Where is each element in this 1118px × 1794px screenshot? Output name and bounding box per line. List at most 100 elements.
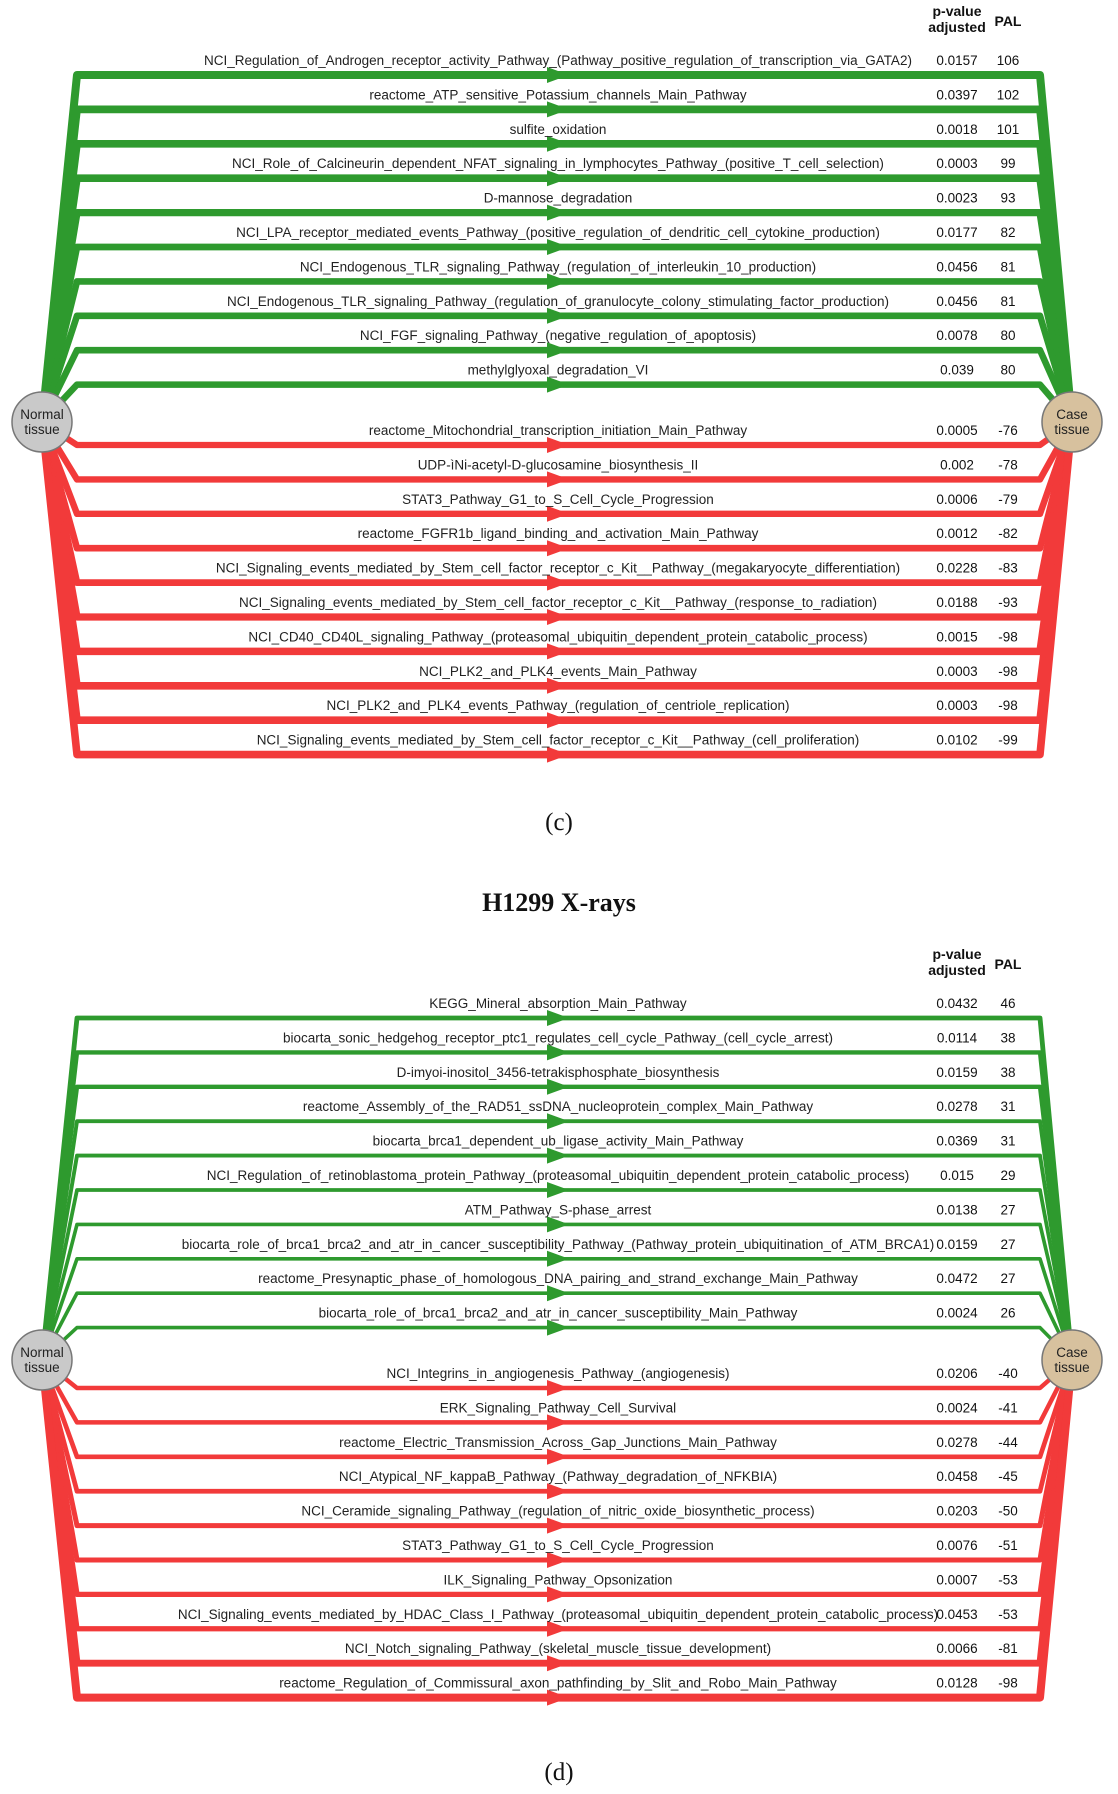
header-adjusted: adjusted [928,962,986,978]
edge-arrowhead [547,1147,569,1164]
pal-value: 31 [1000,1099,1015,1114]
up-pathway-row: D-imyoi-inositol_3456-tetrakisphosphate_… [397,1065,1016,1080]
down-pathway-row: STAT3_Pathway_G1_to_S_Cell_Cycle_Progres… [402,492,1018,507]
down-edge [39,1359,1075,1465]
pal-value: 106 [997,53,1020,68]
edge-arrowhead [547,643,569,660]
pal-value: 38 [1000,1065,1015,1080]
down-pathway-row: NCI_PLK2_and_PLK4_events_Main_Pathway 0.0… [419,664,1018,679]
pal-value: 29 [1000,1168,1015,1183]
edge-arrowhead [547,1285,569,1302]
down-edge [39,1359,1075,1500]
pathway-label: biocarta_sonic_hedgehog_receptor_ptc1_re… [283,1030,833,1045]
up-pathway-row: reactome_Assembly_of_the_RAD51_ssDNA_nuc… [303,1099,1016,1114]
up-pathway-row: D-mannose_degradation 0.0023 93 [484,191,1016,206]
pvalue-adjusted: 0.0228 [936,561,977,576]
pathway-label: NCI_Signaling_events_mediated_by_Stem_ce… [257,733,860,748]
pvalue-adjusted: 0.0159 [936,1237,977,1252]
pal-value: 80 [1000,328,1015,343]
up-pathway-row: NCI_LPA_receptor_mediated_events_Pathway… [236,225,1015,240]
pathway-label: reactome_FGFR1b_ligand_binding_and_activ… [358,526,759,541]
pathway-label: reactome_Mitochondrial_transcription_ini… [369,423,747,438]
panel-d-title: H1299 X-rays [482,888,636,917]
edge-arrowhead [547,540,569,557]
down-edge [40,1358,1075,1431]
edge-arrowhead [547,1319,569,1336]
pal-value: -98 [998,698,1018,713]
pathway-label: NCI_Atypical_NF_kappaB_Pathway_(Pathway_… [339,1469,777,1484]
pvalue-adjusted: 0.0003 [936,664,977,679]
edge-arrowhead [547,746,569,763]
pvalue-adjusted: 0.0456 [936,294,977,309]
up-pathway-row: ATM_Pathway_S-phase_arrest 0.0138 27 [465,1202,1016,1217]
edge-arrowhead [547,1586,569,1603]
pathway-label: NCI_Notch_signaling_Pathway_(skeletal_mu… [345,1641,771,1656]
edge-arrowhead [547,609,569,625]
pathway-label: biocarta_role_of_brca1_brca2_and_atr_in_… [182,1237,934,1252]
pvalue-adjusted: 0.0458 [936,1469,977,1484]
up-edge [40,1250,1074,1361]
pvalue-adjusted: 0.0203 [936,1504,977,1519]
pvalue-adjusted: 0.0456 [936,259,977,274]
down-pathway-row: NCI_Signaling_events_mediated_by_Stem_ce… [216,561,1018,576]
pvalue-adjusted: 0.0206 [936,1366,977,1381]
pal-value: 27 [1000,1271,1015,1286]
pvalue-adjusted: 0.0015 [936,629,977,644]
pvalue-adjusted: 0.0078 [936,328,977,343]
pal-value: -50 [998,1504,1018,1519]
panel-caption: (d) [544,1759,573,1786]
pvalue-adjusted: 0.0177 [936,225,977,240]
down-pathway-row: NCI_Ceramide_signaling_Pathway_(regulati… [301,1504,1017,1519]
pvalue-adjusted: 0.002 [940,457,974,472]
up-edge [38,273,1076,423]
pal-value: -45 [998,1469,1018,1484]
down-pathway-row: reactome_Regulation_of_Commissural_axon_… [279,1676,1018,1691]
pathway-label: NCI_Signaling_events_mediated_by_HDAC_Cl… [178,1607,938,1622]
down-pathway-row: reactome_FGFR1b_ligand_binding_and_activ… [358,526,1018,541]
pathway-label: NCI_Endogenous_TLR_signaling_Pathway_(re… [227,294,889,309]
pvalue-adjusted: 0.0006 [936,492,977,507]
pvalue-adjusted: 0.0066 [936,1641,977,1656]
up-edge [40,1147,1074,1361]
edge-arrowhead [547,677,569,694]
pvalue-adjusted: 0.0472 [936,1271,977,1286]
up-edge [38,239,1076,423]
up-pathway-row: biocarta_brca1_dependent_ub_ligase_activ… [373,1134,1016,1149]
down-pathway-row: ERK_Signaling_Pathway_Cell_Survival 0.002… [440,1400,1018,1415]
down-pathway-row: ILK_Signaling_Pathway_Opsonization 0.0007… [444,1572,1018,1587]
edge-arrowhead [547,1483,569,1500]
edge-arrowhead [547,1010,569,1026]
pathway-label: NCI_Ceramide_signaling_Pathway_(regulati… [301,1504,814,1519]
pathway-label: KEGG_Mineral_absorption_Main_Pathway [429,996,687,1011]
pathway-label: STAT3_Pathway_G1_to_S_Cell_Cycle_Progres… [402,1538,714,1553]
panel-caption: (c) [545,809,573,836]
pathway-label: NCI_Role_of_Calcineurin_dependent_NFAT_s… [232,156,884,171]
edge-arrowhead [547,135,569,152]
pathway-label: NCI_Endogenous_TLR_signaling_Pathway_(re… [300,259,816,274]
header-adjusted: adjusted [928,19,986,35]
pathway-label: NCI_Integrins_in_angiogenesis_Pathway_(a… [387,1366,730,1381]
pvalue-adjusted: 0.0012 [936,526,977,541]
pal-value: 102 [997,87,1020,102]
pathway-label: methylglyoxal_degradation_VI [468,363,649,378]
pathway-label: NCI_Signaling_events_mediated_by_Stem_ce… [239,595,877,610]
pathway-label: ILK_Signaling_Pathway_Opsonization [444,1572,673,1587]
pvalue-adjusted: 0.0453 [936,1607,977,1622]
pathway-label: reactome_ATP_sensitive_Potassium_channel… [369,87,746,102]
edge-arrowhead [547,307,569,324]
pvalue-adjusted: 0.0278 [936,1435,977,1450]
edge-arrowhead [547,1182,569,1198]
up-pathway-row: methylglyoxal_degradation_VI 0.039 80 [468,363,1016,378]
down-edge [39,420,1075,488]
pathway-label: sulfite_oxidation [510,122,607,137]
edge-arrowhead [547,1620,569,1637]
case-node-label-2: tissue [1054,1360,1089,1375]
pvalue-adjusted: 0.0024 [936,1306,978,1321]
pal-value: -76 [998,423,1018,438]
up-pathway-row: NCI_Endogenous_TLR_signaling_Pathway_(re… [300,259,1016,274]
up-edge [38,307,1076,424]
down-edge [38,421,1076,763]
pathway-label: STAT3_Pathway_G1_to_S_Cell_Cycle_Progres… [402,492,714,507]
